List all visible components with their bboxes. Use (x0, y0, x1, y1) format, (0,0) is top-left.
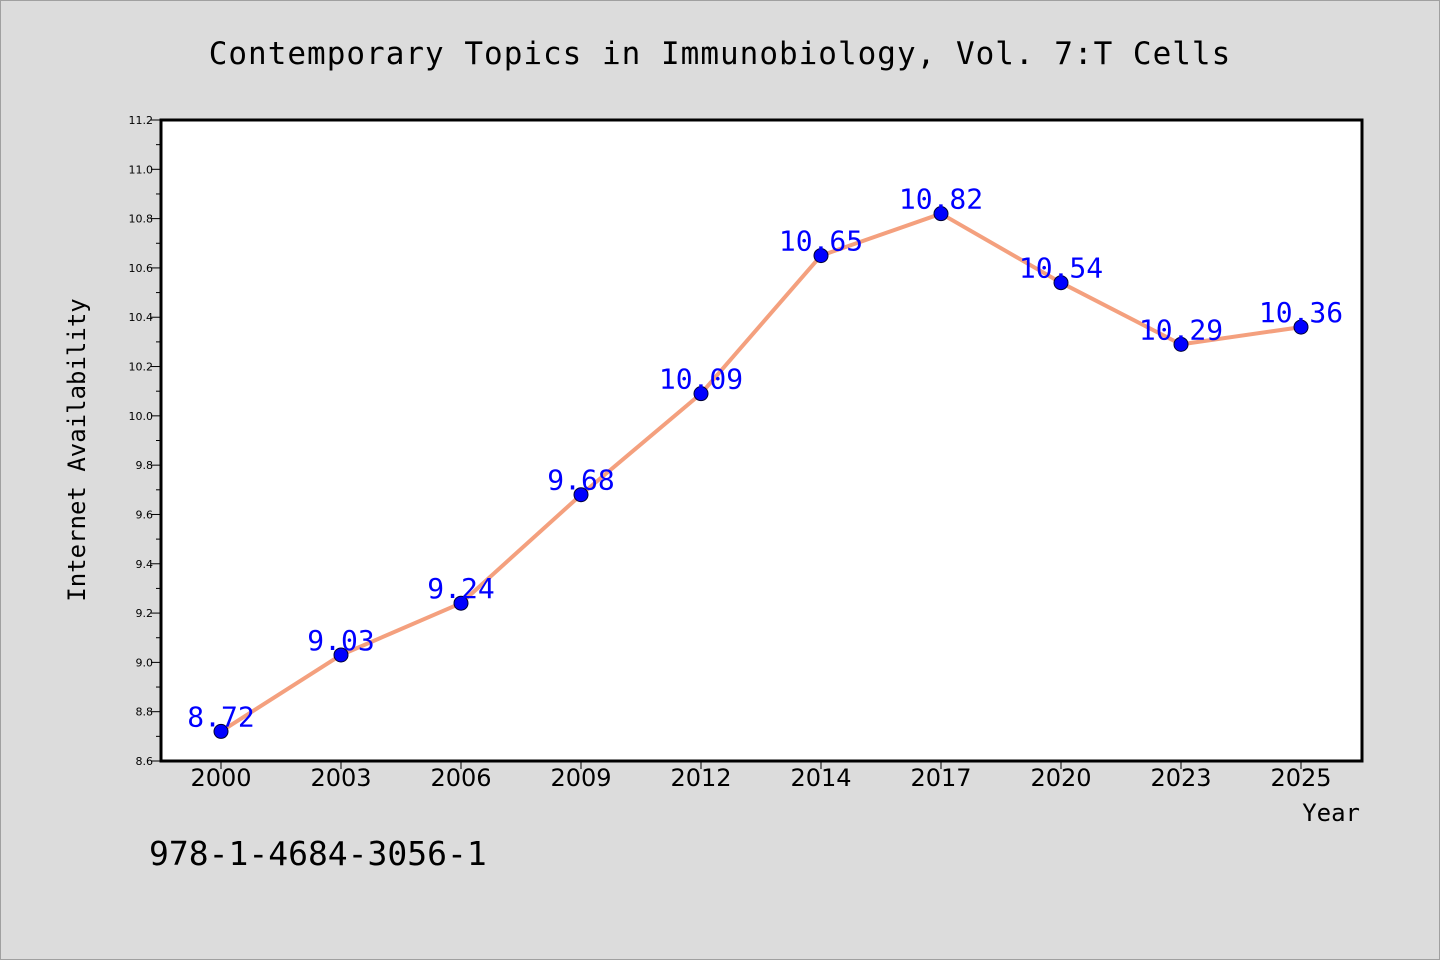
chart-title: Contemporary Topics in Immunobiology, Vo… (209, 36, 1232, 72)
x-tick-label: 2017 (910, 764, 971, 792)
y-tick-label: 10.2 (129, 361, 154, 374)
x-axis-label: Year (1302, 799, 1360, 827)
data-point-marker (1053, 275, 1069, 291)
data-point-marker (333, 647, 349, 663)
data-point-marker (573, 487, 589, 503)
y-tick-label: 9.8 (136, 459, 154, 472)
series-markers (213, 206, 1309, 739)
x-axis-ticks: 2000 2003 2006 2009 2012 2014 2017 2020 2023 2025 (190, 761, 1332, 792)
y-tick-label: 10.8 (129, 213, 154, 226)
data-point-marker (213, 723, 229, 739)
series-line (219, 211, 1302, 734)
x-tick-label: 2020 (1030, 764, 1091, 792)
data-point-label: 10.65 (779, 225, 863, 258)
data-point-label: 9.03 (307, 624, 374, 657)
x-tick-label: 2003 (310, 764, 371, 792)
data-point-label: 10.29 (1139, 313, 1223, 346)
data-labels: 8.72 9.03 9.24 9.68 10.09 10.65 10.82 10.54 10.2… (187, 183, 1343, 734)
data-point-marker (693, 386, 709, 402)
y-tick-label: 10.6 (129, 262, 154, 275)
x-tick-label: 2025 (1270, 764, 1331, 792)
y-tick-label: 9.4 (136, 558, 154, 571)
y-tick-label: 8.8 (136, 706, 154, 719)
y-tick-label: 10.0 (129, 410, 154, 423)
y-axis-label: Internet Availability (63, 298, 91, 601)
y-tick-label: 8.6 (136, 755, 154, 768)
data-point-label: 10.54 (1019, 252, 1103, 285)
data-point-marker (813, 248, 829, 264)
y-tick-label: 11.0 (129, 163, 154, 176)
y-tick-label: 9.0 (136, 656, 154, 669)
data-point-label: 9.68 (547, 464, 614, 497)
data-point-label: 9.24 (427, 572, 494, 605)
y-tick-label: 9.2 (136, 607, 154, 620)
y-axis-ticks: 8.6 8.8 9.0 9.2 9.4 9.6 9.8 10.0 10.2 10.4 10.6 10.… (129, 114, 161, 768)
y-tick-label: 11.2 (129, 114, 154, 127)
x-tick-label: 2006 (430, 764, 491, 792)
y-tick-label: 9.6 (136, 508, 154, 521)
data-point-label: 10.36 (1259, 296, 1343, 329)
plot-area (159, 118, 1364, 763)
x-tick-label: 2014 (790, 764, 851, 792)
data-point-label: 10.82 (899, 183, 983, 216)
isbn-text: 978-1-4684-3056-1 (149, 834, 487, 873)
x-tick-label: 2000 (190, 764, 251, 792)
data-point-label: 10.09 (659, 363, 743, 396)
x-tick-label: 2009 (550, 764, 611, 792)
data-point-label: 8.72 (187, 700, 254, 733)
x-tick-label: 2023 (1150, 764, 1211, 792)
data-point-marker (453, 595, 469, 611)
data-point-marker (933, 206, 949, 222)
data-point-marker (1173, 336, 1189, 352)
data-point-marker (1293, 319, 1309, 335)
y-tick-label: 10.4 (129, 311, 154, 324)
x-tick-label: 2012 (670, 764, 731, 792)
